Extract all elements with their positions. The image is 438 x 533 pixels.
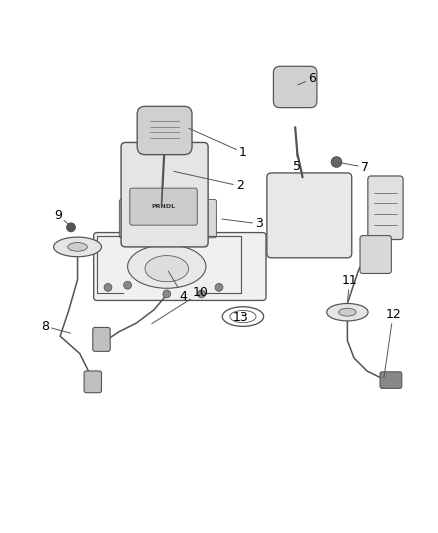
Circle shape xyxy=(331,157,342,167)
FancyBboxPatch shape xyxy=(93,327,110,351)
Text: 1: 1 xyxy=(189,128,247,159)
Ellipse shape xyxy=(339,308,356,316)
Text: 7: 7 xyxy=(339,161,369,174)
Ellipse shape xyxy=(53,237,102,257)
FancyBboxPatch shape xyxy=(267,173,352,258)
Text: PRNDL: PRNDL xyxy=(152,204,176,209)
FancyBboxPatch shape xyxy=(368,176,403,239)
FancyBboxPatch shape xyxy=(380,372,402,389)
FancyBboxPatch shape xyxy=(204,199,216,238)
Text: 9: 9 xyxy=(54,208,70,225)
Ellipse shape xyxy=(68,243,87,251)
Text: 6: 6 xyxy=(298,72,316,85)
Circle shape xyxy=(104,284,112,292)
Circle shape xyxy=(198,290,205,298)
FancyBboxPatch shape xyxy=(121,142,208,247)
Circle shape xyxy=(67,223,75,232)
Ellipse shape xyxy=(145,256,188,282)
Circle shape xyxy=(124,281,131,289)
FancyBboxPatch shape xyxy=(130,188,197,225)
FancyBboxPatch shape xyxy=(273,66,317,108)
FancyBboxPatch shape xyxy=(360,236,391,273)
Text: 2: 2 xyxy=(174,171,244,192)
Circle shape xyxy=(215,284,223,292)
Text: 13: 13 xyxy=(233,311,249,325)
Text: 10: 10 xyxy=(152,286,208,324)
Ellipse shape xyxy=(327,303,368,321)
Text: 8: 8 xyxy=(41,320,71,333)
Text: 4: 4 xyxy=(168,271,187,303)
FancyBboxPatch shape xyxy=(84,371,102,393)
Text: 11: 11 xyxy=(342,274,357,301)
Text: 12: 12 xyxy=(384,308,401,378)
FancyBboxPatch shape xyxy=(137,107,192,155)
FancyBboxPatch shape xyxy=(119,199,131,238)
FancyBboxPatch shape xyxy=(94,232,266,301)
Ellipse shape xyxy=(127,245,206,288)
Circle shape xyxy=(163,290,171,298)
Text: 3: 3 xyxy=(222,217,263,230)
Text: 5: 5 xyxy=(293,143,301,173)
